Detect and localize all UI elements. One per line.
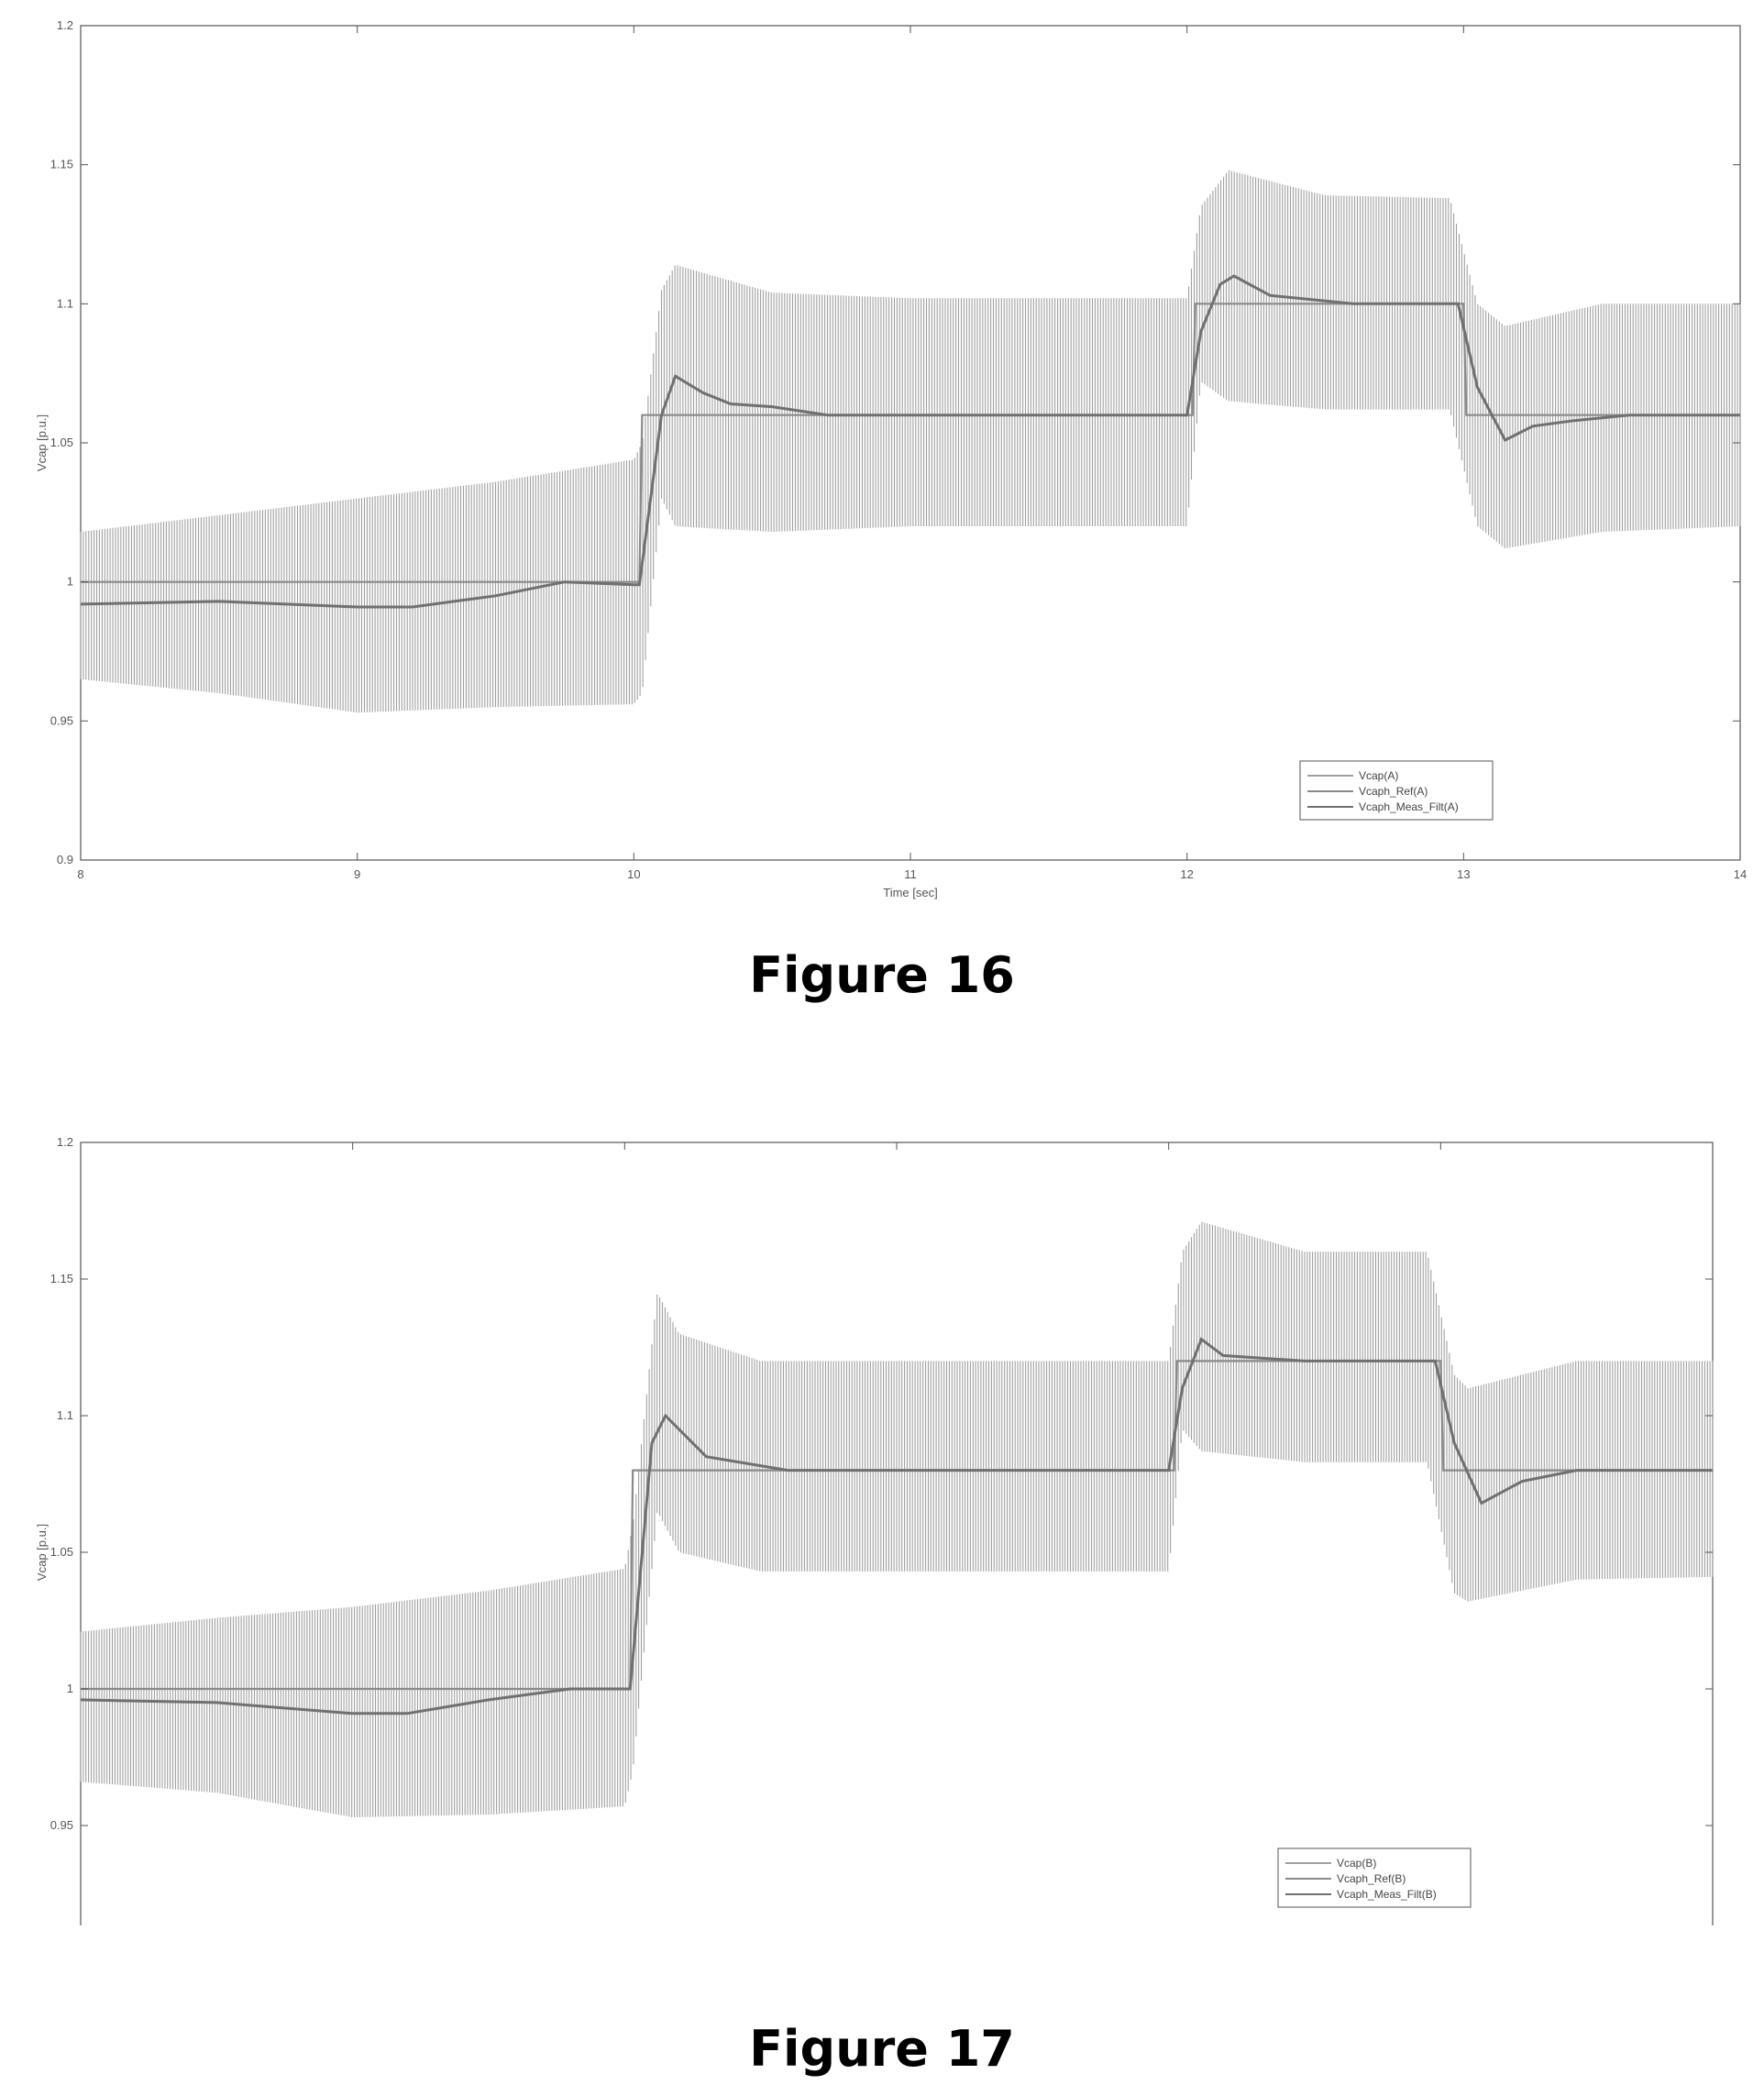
vcap-oscillation <box>80 170 1741 713</box>
y-tick-label: 1.05 <box>50 436 73 449</box>
x-tick-label: 8 <box>77 867 83 881</box>
y-tick-label: 1.2 <box>57 18 73 32</box>
y-tick-label: 1.2 <box>57 1135 73 1149</box>
y-tick-label: 1.15 <box>50 1272 73 1285</box>
y-tick-label: 0.95 <box>50 1818 73 1832</box>
vcap-series <box>80 1221 1714 1817</box>
y-tick-label: 1.1 <box>57 296 73 310</box>
legend: Vcap(A) Vcaph_Ref(A) Vcaph_Meas_Filt(A) <box>1299 760 1494 821</box>
x-tick-label: 10 <box>627 867 640 881</box>
meas-filt-series-line <box>80 1337 1713 1715</box>
legend-entry: Vcaph_Ref(B) <box>1337 1872 1406 1885</box>
y-tick-label: 1 <box>67 1682 73 1695</box>
legend-entry: Vcaph_Ref(A) <box>1359 785 1428 798</box>
legend-entry: Vcap(A) <box>1359 769 1398 782</box>
legend: Vcap(B) Vcaph_Ref(B) Vcaph_Meas_Filt(B) <box>1277 1848 1472 1908</box>
y-tick-label: 1 <box>67 575 73 589</box>
legend-entry: Vcaph_Meas_Filt(B) <box>1337 1888 1437 1901</box>
y-axis-label: Vcap [p.u.] <box>35 414 49 471</box>
ref-series-line <box>81 1360 1713 1691</box>
x-tick-label: 12 <box>1180 867 1193 881</box>
x-tick-label: 11 <box>904 867 917 881</box>
x-axis-label: Time [sec] <box>883 886 937 899</box>
figure-16-caption: Figure 16 <box>749 946 1015 1004</box>
figure-16-chart: 8 9 10 11 12 13 14 0.9 0.95 1 1.05 1.1 1.15 1.2 Time [… <box>35 18 1747 899</box>
y-axis-label: Vcap [p.u.] <box>35 1524 49 1581</box>
x-tick-label: 9 <box>354 867 360 881</box>
vcap-oscillation <box>80 1221 1714 1817</box>
legend-entry: Vcaph_Meas_Filt(A) <box>1359 800 1459 813</box>
vcap-series <box>80 170 1741 713</box>
y-tick-label: 1.1 <box>57 1408 73 1422</box>
y-tick-label: 1.05 <box>50 1545 73 1559</box>
figure-16-panel: 8 9 10 11 12 13 14 0.9 0.95 1 1.05 1.1 1.15 1.2 Time [… <box>0 0 1764 917</box>
y-tick-label: 0.95 <box>50 713 73 727</box>
meas-filt-series-line <box>80 274 1740 609</box>
x-tick-label: 14 <box>1734 867 1747 881</box>
figure-17-caption: Figure 17 <box>749 2020 1015 2078</box>
ref-series-line <box>81 303 1740 583</box>
legend-entry: Vcap(B) <box>1337 1857 1376 1870</box>
x-tick-label: 13 <box>1457 867 1470 881</box>
y-tick-label: 0.9 <box>57 853 73 866</box>
y-tick-label: 1.15 <box>50 158 73 171</box>
